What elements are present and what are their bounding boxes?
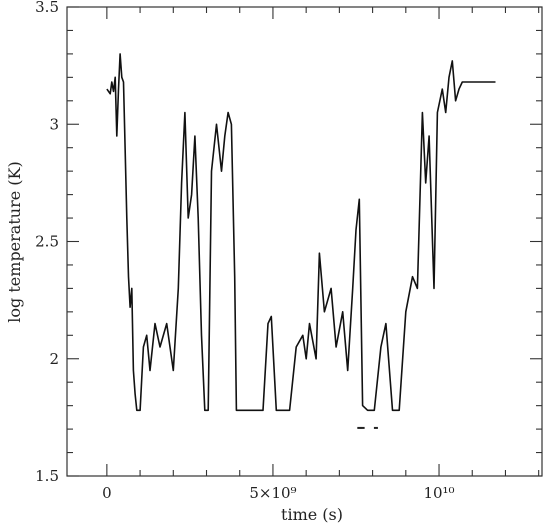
axis-tick-labels: 0 5×10⁹ 10¹⁰ 1.5 2 2.5 3 3.5 — [35, 0, 454, 502]
x-axis-label: time (s) — [281, 505, 343, 524]
y-tick-label-0: 1.5 — [35, 467, 59, 485]
axis-ticks — [67, 6, 542, 477]
isolated-point-0 — [357, 426, 362, 429]
isolated-points — [357, 426, 378, 429]
x-tick-label-1: 5×10⁹ — [249, 484, 296, 502]
temperature-series-line — [106, 53, 496, 412]
plot-frame — [66, 6, 543, 477]
y-axis-label: log temperature (K) — [5, 161, 24, 322]
y-tick-label-4: 3.5 — [35, 0, 59, 16]
y-tick-label-3: 3 — [49, 115, 59, 133]
isolated-point-1 — [360, 426, 365, 429]
y-tick-label-1: 2 — [49, 350, 59, 368]
isolated-point-2 — [373, 426, 378, 429]
x-tick-label-2: 10¹⁰ — [423, 484, 454, 502]
x-tick-label-0: 0 — [102, 484, 112, 502]
y-tick-label-2: 2.5 — [35, 233, 59, 251]
